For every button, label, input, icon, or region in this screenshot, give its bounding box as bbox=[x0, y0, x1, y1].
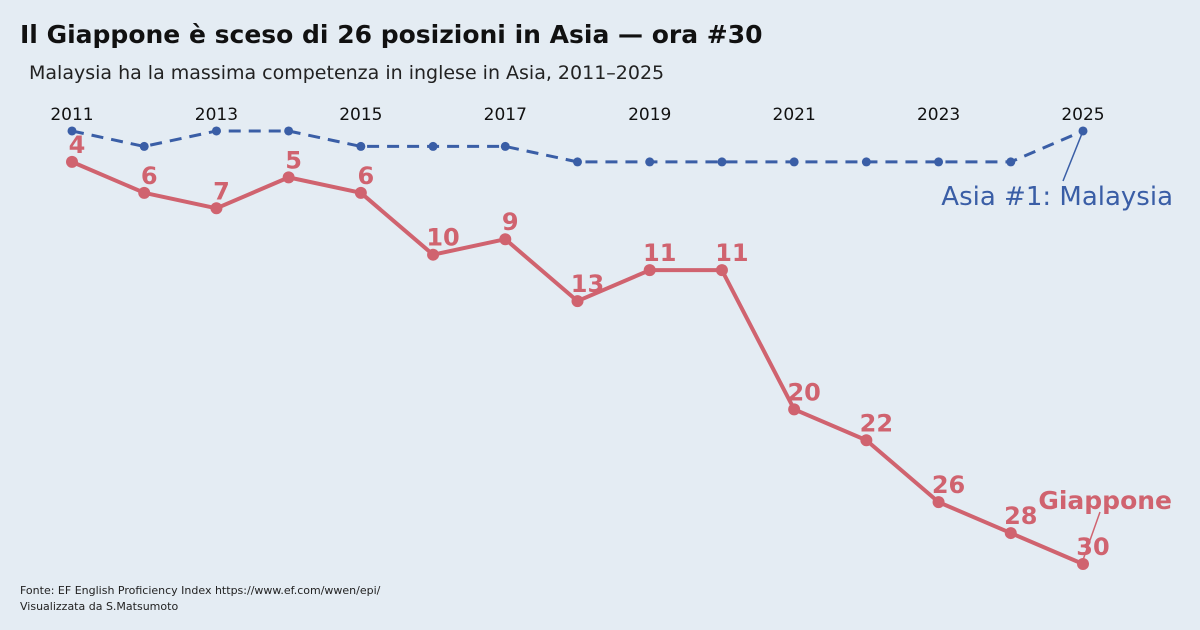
japan-point bbox=[1077, 558, 1089, 570]
japan-point bbox=[932, 496, 945, 509]
malaysia-point bbox=[934, 157, 944, 167]
malaysia-point bbox=[789, 157, 799, 167]
japan-data-label: 11 bbox=[643, 239, 676, 267]
malaysia-point bbox=[139, 141, 149, 151]
japan-data-label: 13 bbox=[571, 270, 604, 298]
malaysia-point bbox=[356, 141, 366, 151]
x-tick-label: 2017 bbox=[484, 105, 527, 125]
malaysia-series-label: Asia #1: Malaysia bbox=[941, 182, 1173, 212]
japan-data-label: 10 bbox=[426, 224, 459, 252]
x-tick-label: 2019 bbox=[628, 105, 671, 125]
x-axis-ticks: 2011 2013 2015 2017 2019 2021 2023 2025 bbox=[50, 105, 1104, 125]
x-tick-label: 2025 bbox=[1061, 105, 1104, 125]
japan-data-label: 6 bbox=[141, 162, 158, 190]
japan-data-label: 7 bbox=[213, 177, 230, 205]
japan-point bbox=[138, 186, 151, 199]
japan-data-label: 28 bbox=[1004, 502, 1037, 530]
japan-point bbox=[643, 264, 656, 277]
x-tick-label: 2021 bbox=[773, 105, 816, 125]
japan-data-label: 9 bbox=[502, 208, 519, 236]
japan-data-label: 6 bbox=[358, 162, 375, 190]
credit-note: Visualizzata da S.Matsumoto bbox=[20, 600, 179, 613]
japan-point bbox=[66, 155, 78, 168]
malaysia-line bbox=[71, 129, 1084, 164]
x-tick-label: 2011 bbox=[50, 105, 93, 125]
malaysia-point bbox=[1006, 157, 1016, 167]
x-tick-label: 2013 bbox=[195, 105, 238, 125]
japan-point bbox=[860, 434, 873, 447]
japan-point bbox=[788, 403, 801, 416]
malaysia-point bbox=[211, 126, 221, 136]
x-tick-label: 2015 bbox=[339, 105, 382, 125]
series-japan: 4 6 7 5 6 10 9 13 11 11 20 22 26 28 30 bbox=[66, 131, 1110, 570]
japan-data-label: 30 bbox=[1076, 533, 1109, 561]
japan-point bbox=[499, 233, 512, 246]
series-malaysia bbox=[67, 126, 1088, 167]
japan-data-label: 11 bbox=[715, 239, 748, 267]
malaysia-point bbox=[573, 157, 582, 167]
japan-series-label: Giappone bbox=[1038, 486, 1172, 515]
japan-point bbox=[427, 248, 440, 261]
malaysia-point bbox=[428, 141, 438, 151]
malaysia-point bbox=[861, 157, 871, 167]
japan-data-label: 26 bbox=[932, 471, 965, 499]
malaysia-point bbox=[645, 157, 655, 167]
malaysia-point bbox=[717, 157, 727, 167]
malaysia-point bbox=[500, 141, 510, 151]
malaysia-leader-line bbox=[1062, 130, 1084, 182]
japan-data-label: 20 bbox=[787, 378, 820, 406]
japan-line bbox=[71, 160, 1084, 566]
japan-data-label: 5 bbox=[285, 146, 302, 174]
malaysia-point bbox=[67, 126, 77, 136]
x-tick-label: 2023 bbox=[917, 105, 960, 125]
japan-point bbox=[1004, 527, 1017, 540]
malaysia-point bbox=[284, 126, 294, 136]
japan-point bbox=[282, 171, 295, 184]
japan-point bbox=[571, 295, 584, 308]
chart-title: Il Giappone è sceso di 26 posizioni in A… bbox=[20, 20, 763, 49]
japan-data-label: 4 bbox=[69, 131, 86, 159]
japan-leader-line bbox=[1082, 511, 1101, 561]
chart-subtitle: Malaysia ha la massima competenza in ing… bbox=[29, 62, 665, 84]
japan-point bbox=[210, 202, 223, 215]
source-note: Fonte: EF English Proficiency Index http… bbox=[20, 584, 381, 597]
annotations: Asia #1: Malaysia Giappone bbox=[941, 130, 1173, 561]
japan-data-label: 22 bbox=[860, 409, 893, 437]
japan-point bbox=[715, 264, 728, 277]
japan-point bbox=[354, 186, 367, 199]
